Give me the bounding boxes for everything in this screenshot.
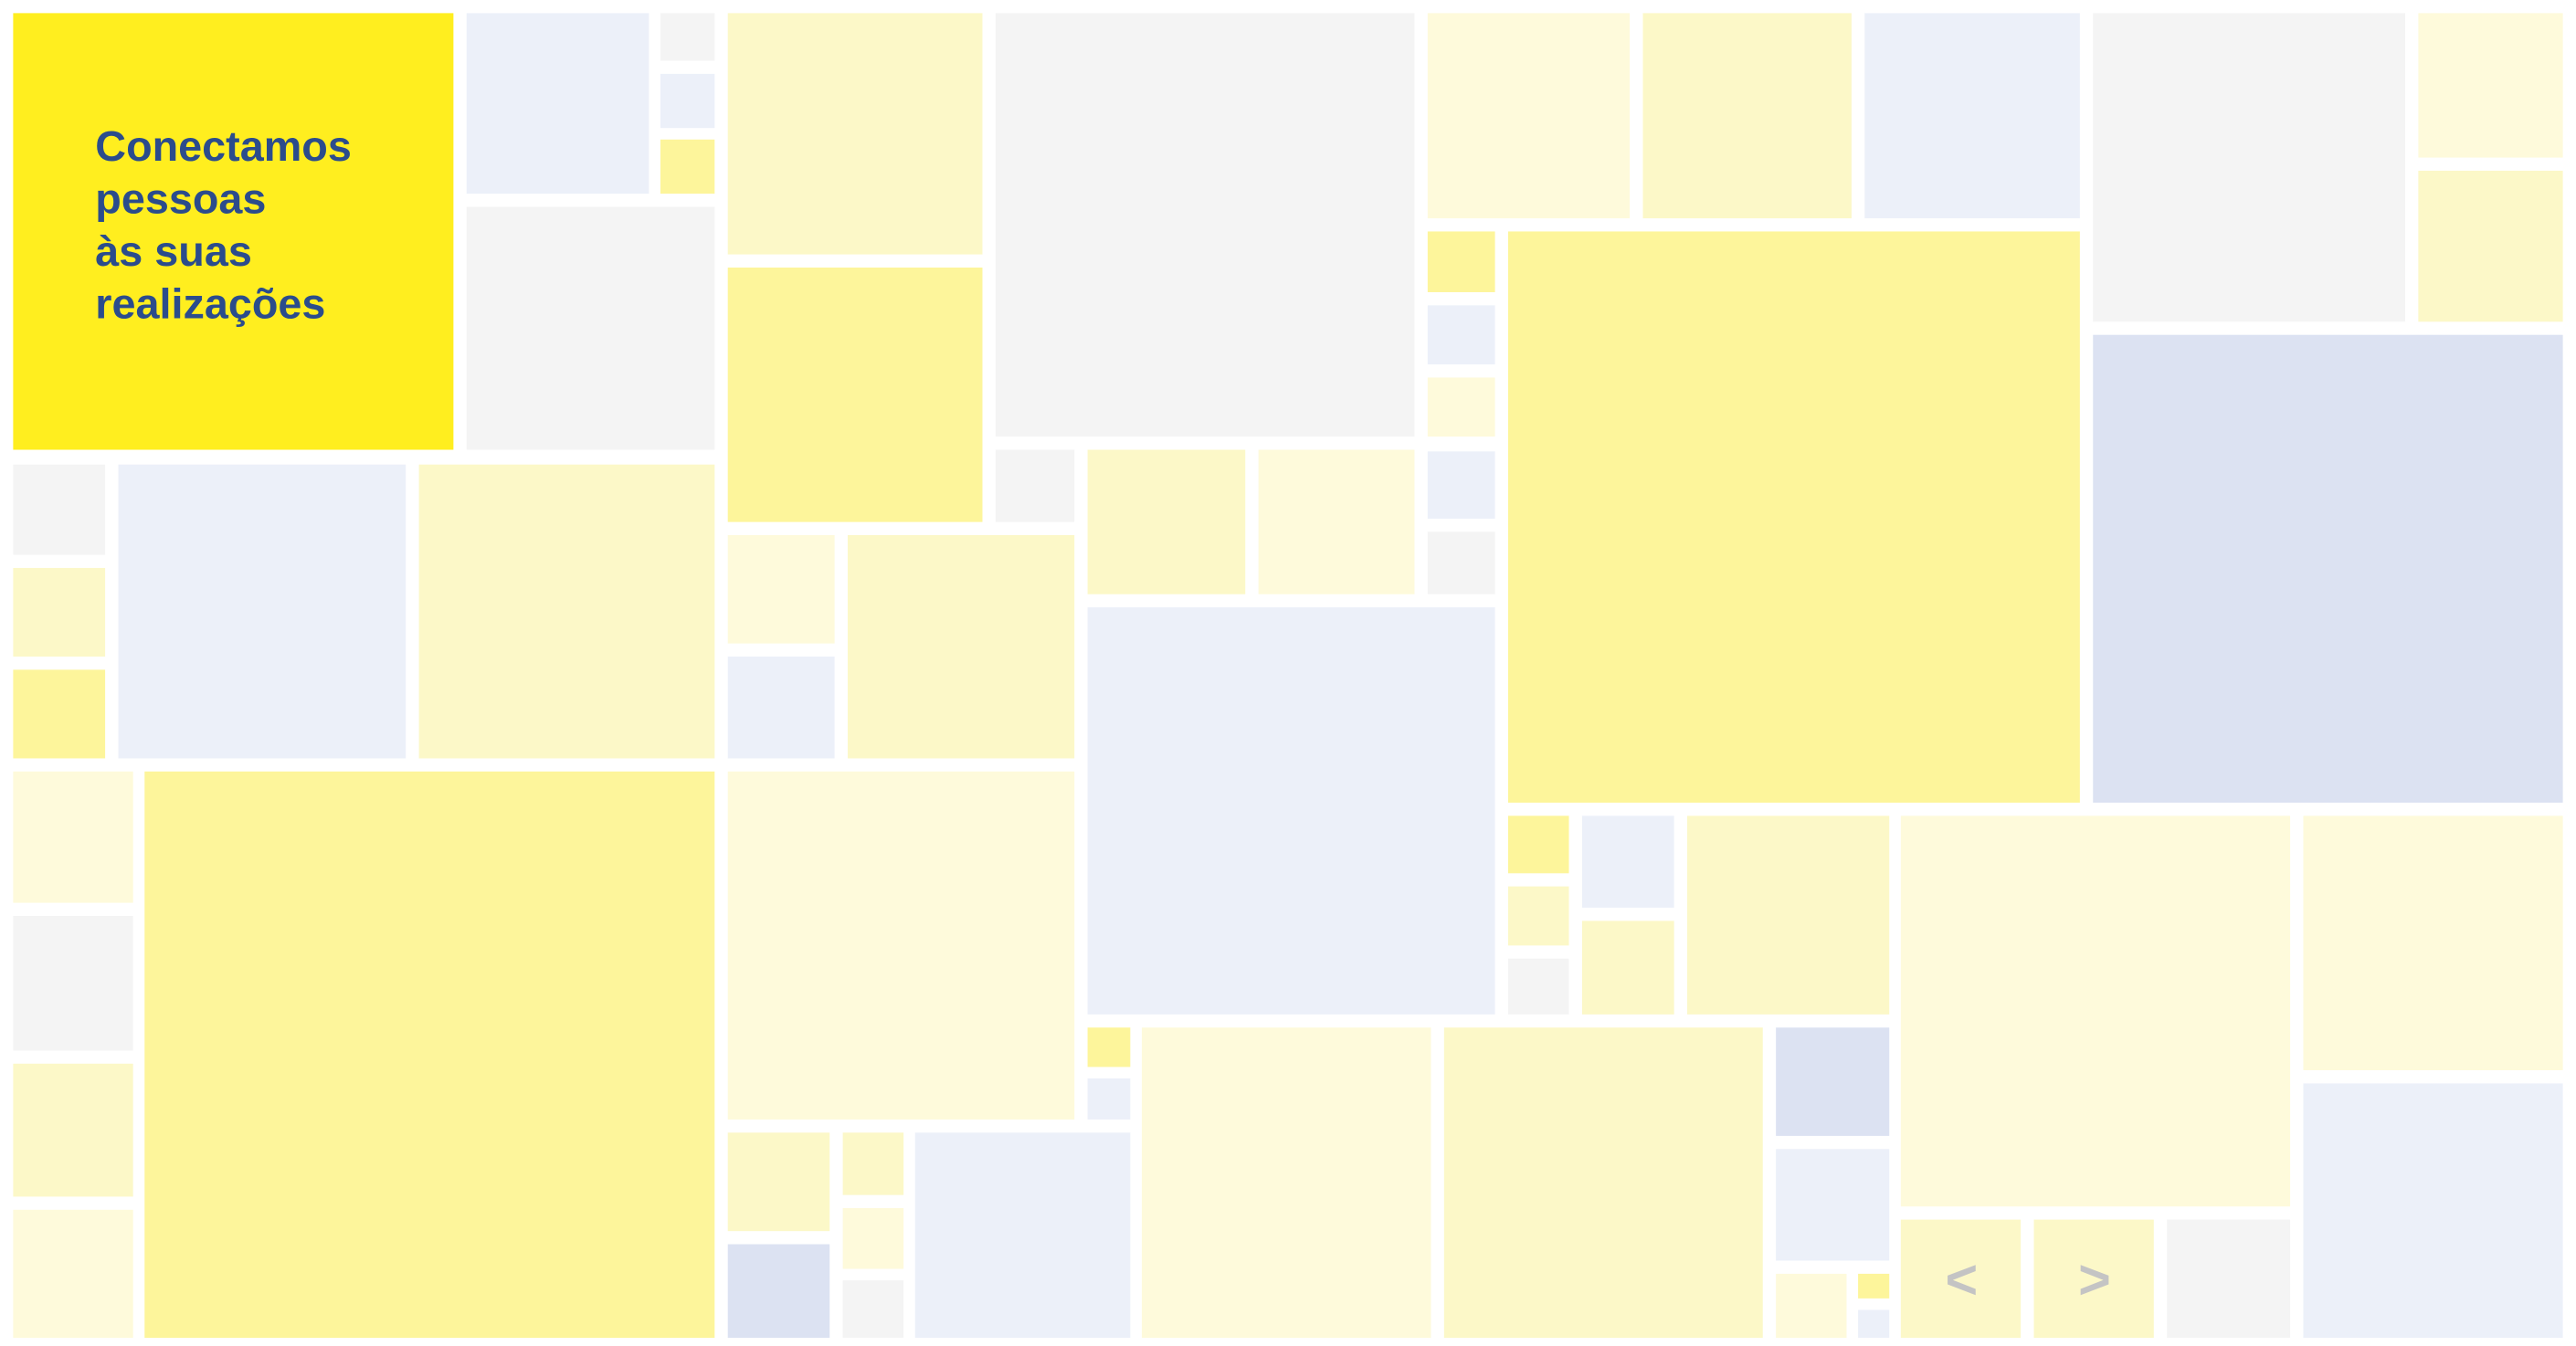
photo-tile bbox=[842, 1280, 904, 1339]
prev-button[interactable]: < bbox=[1946, 1248, 1979, 1310]
photo-tile bbox=[1258, 449, 1415, 594]
hero-text-block: Conectamos pessoas às suas realizações bbox=[95, 122, 352, 328]
photo-tile bbox=[2093, 334, 2563, 804]
photo-tile bbox=[2418, 170, 2563, 322]
photo-tile bbox=[1581, 815, 1674, 909]
photo-tile bbox=[914, 1132, 1131, 1339]
photo-tile bbox=[1858, 1309, 1890, 1339]
photo-tile bbox=[13, 1063, 133, 1197]
next-button[interactable]: > bbox=[2078, 1248, 2111, 1310]
photo-tile bbox=[727, 268, 983, 522]
photo-tile bbox=[1776, 1149, 1890, 1261]
hero-line: pessoas bbox=[95, 175, 266, 223]
photo-tile bbox=[1642, 13, 1852, 219]
photo-tile bbox=[2033, 1219, 2154, 1339]
photo-tile bbox=[1427, 305, 1495, 365]
tile-grid bbox=[13, 13, 2563, 1339]
photo-tile bbox=[13, 916, 133, 1051]
photo-tile bbox=[842, 1132, 904, 1195]
photo-tile bbox=[660, 13, 715, 61]
photo-tile bbox=[727, 657, 835, 759]
photo-tile bbox=[1900, 815, 2291, 1207]
photo-tile bbox=[995, 449, 1075, 522]
photo-tile bbox=[1087, 607, 1495, 1015]
photo-tile bbox=[660, 139, 715, 195]
hero-line: Conectamos bbox=[95, 122, 352, 170]
hero-line: realizações bbox=[95, 280, 325, 328]
hero-tile bbox=[13, 13, 454, 450]
photo-tile bbox=[466, 206, 715, 450]
photo-tile bbox=[660, 73, 715, 129]
photo-tile bbox=[13, 567, 106, 657]
photo-tile bbox=[1087, 1027, 1131, 1067]
photo-tile bbox=[118, 464, 406, 759]
photo-tile bbox=[848, 535, 1075, 759]
photo-tile bbox=[1581, 920, 1674, 1015]
photo-tile bbox=[13, 464, 106, 555]
photo-tile bbox=[2167, 1219, 2291, 1339]
photo-tile bbox=[727, 1132, 830, 1232]
photo-tile bbox=[1427, 451, 1495, 520]
photo-tile bbox=[2303, 1083, 2563, 1339]
photo-tile bbox=[1864, 13, 2080, 219]
photo-tile bbox=[1141, 1027, 1431, 1339]
photo-tile bbox=[2093, 13, 2405, 322]
photo-tile bbox=[727, 13, 983, 255]
photo-tile bbox=[13, 771, 133, 903]
photo-tile bbox=[727, 1244, 830, 1339]
photo-tile bbox=[1087, 1078, 1131, 1120]
photo-tile bbox=[2303, 815, 2563, 1071]
photo-tile bbox=[1087, 449, 1246, 594]
photo-tile bbox=[1427, 531, 1495, 594]
photo-tile bbox=[1687, 815, 1890, 1015]
photo-tile bbox=[1507, 231, 2080, 804]
photo-tile bbox=[1776, 1027, 1890, 1136]
photo-tile bbox=[1507, 886, 1569, 946]
photo-tile bbox=[727, 535, 835, 644]
photo-tile bbox=[1776, 1273, 1847, 1339]
photo-tile bbox=[1427, 231, 1495, 292]
photo-tile bbox=[727, 771, 1075, 1120]
photo-tile bbox=[466, 13, 649, 195]
photo-tile bbox=[144, 771, 715, 1339]
photo-tile bbox=[995, 13, 1415, 437]
photo-tile bbox=[418, 464, 715, 759]
photo-tile bbox=[1900, 1219, 2022, 1339]
photo-tile bbox=[1507, 815, 1569, 874]
photo-tile bbox=[1427, 377, 1495, 437]
photo-tile bbox=[13, 669, 106, 759]
photo-tile bbox=[1427, 13, 1631, 219]
photo-tile bbox=[2418, 13, 2563, 158]
hero-line: às suas bbox=[95, 227, 252, 275]
photo-tile bbox=[1443, 1027, 1763, 1339]
photo-tile bbox=[842, 1208, 904, 1269]
photo-tile bbox=[1858, 1273, 1890, 1299]
photo-tile bbox=[1507, 958, 1569, 1015]
photo-tile bbox=[13, 1209, 133, 1339]
